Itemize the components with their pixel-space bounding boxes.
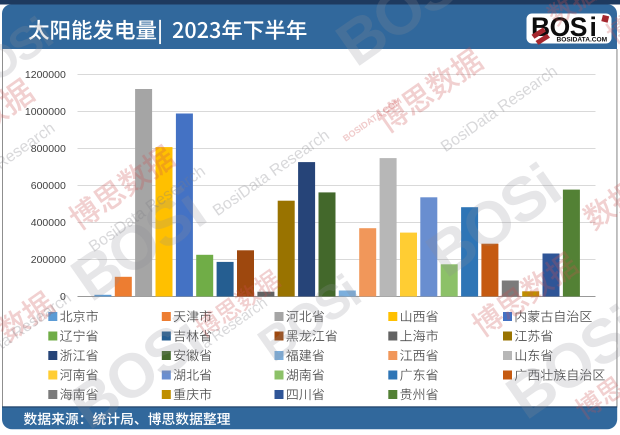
svg-text:400000: 400000: [31, 217, 66, 229]
svg-text:0: 0: [60, 291, 66, 303]
svg-text:600000: 600000: [31, 180, 66, 192]
svg-text:BOS: BOS: [531, 12, 587, 42]
svg-text:1000000: 1000000: [25, 106, 66, 118]
svg-text:i: i: [590, 12, 597, 42]
svg-text:800000: 800000: [31, 143, 66, 155]
svg-text:BOSIDATA.COM: BOSIDATA.COM: [557, 37, 608, 44]
svg-text:1200000: 1200000: [25, 69, 66, 81]
svg-text:200000: 200000: [31, 254, 66, 266]
